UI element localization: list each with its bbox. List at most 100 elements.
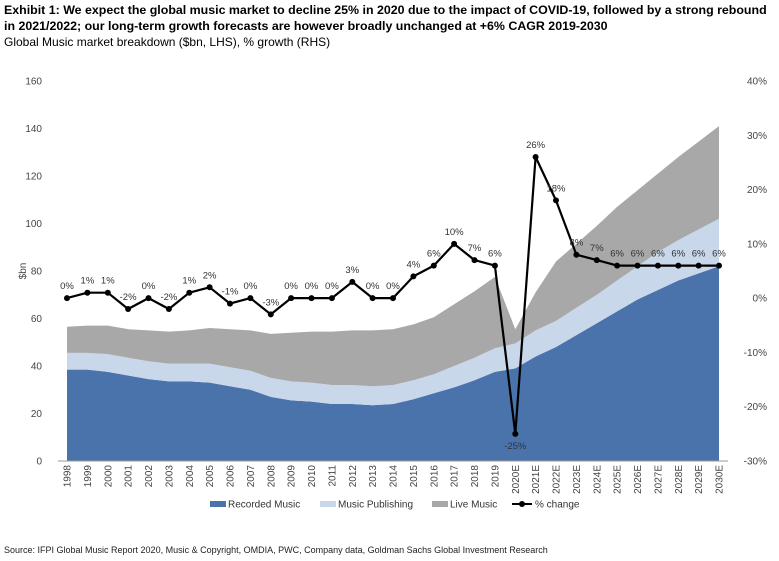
percent-change-point [695,262,702,269]
percent-change-point [308,295,315,302]
x-tick-label: 2017 [450,465,461,488]
x-tick-label: 2022E [552,465,563,494]
legend-marker-change [519,501,525,507]
percent-change-label: 0% [325,281,339,292]
x-tick-label: 2002 [144,465,155,488]
x-tick-label: 2024E [592,465,603,494]
y2-tick-label: 20% [747,185,767,196]
percent-change-label: 7% [468,243,482,254]
legend-label-recorded-music: Recorded Music [228,500,300,511]
percent-change-label: 0% [386,281,400,292]
percent-change-label: 6% [671,249,685,260]
y-axis-label: $bn [18,263,29,280]
percent-change-label: 0% [142,281,156,292]
percent-change-point [369,295,376,302]
percent-change-point [410,273,417,280]
percent-change-point [491,262,498,269]
y-tick-label: 120 [25,172,42,183]
percent-change-label: 0% [284,281,298,292]
area-music-publishing [67,218,719,406]
percent-change-label: 0% [60,281,74,292]
percent-change-point [451,240,458,247]
y2-tick-label: 30% [747,131,767,142]
percent-change-point [532,154,539,160]
percent-change-label: 2% [203,270,217,281]
legend-swatch-music-publishing [320,501,336,507]
y2-tick-label: -10% [744,348,767,359]
percent-change-point [186,289,193,296]
percent-change-label: 1% [81,276,95,287]
stacked-areas [67,126,719,461]
percent-change-label: -2% [160,292,177,303]
percent-change-point [512,430,519,437]
percent-change-label: 6% [427,249,441,260]
percent-change-point [64,295,70,302]
percent-change-label: -2% [120,292,137,303]
y2-tick-label: 0% [753,294,768,305]
area-recorded-music [67,266,719,461]
x-tick-label: 2003 [164,465,175,488]
percent-change-point [145,295,152,302]
percent-change-label: 0% [305,281,319,292]
y-tick-label: 140 [25,124,42,135]
percent-change-point [206,284,213,291]
percent-change-label: -1% [222,287,239,298]
percent-change-label: 6% [692,249,706,260]
legend-label-live-music: Live Music [450,500,497,511]
y2-tick-label: -20% [744,402,767,413]
x-tick-label: 1999 [83,465,94,488]
axes: 0 20 40 60 80 100 120 140 160 -30% -20% -10% 0% 10% 20… [18,77,767,494]
percent-change-line: 0% 1% 1% -2% 0% -2% 1% 2% -1% 0% -3% 0% 0% 0% 3% 0% 0% 4%… [60,140,726,452]
percent-change-point [165,306,172,312]
percent-change-label: 6% [712,249,726,260]
percent-change-point [553,197,559,204]
percent-change-label: -25% [504,441,527,452]
percent-change-label: -3% [262,297,279,308]
percent-change-label: 6% [488,249,502,260]
chart-title: Exhibit 1: We expect the global music ma… [4,3,767,33]
percent-change-label: 0% [366,281,380,292]
y2-tick-label: 40% [747,77,767,88]
percent-change-label: 26% [526,140,546,151]
percent-change-point [104,289,111,296]
x-tick-label: 2004 [185,465,196,488]
percent-change-point [675,262,682,269]
legend-label-music-publishing: Music Publishing [338,500,413,511]
legend: Recorded Music Music Publishing Live Music… [210,500,580,511]
x-tick-label: 2021E [531,465,542,494]
percent-change-point [84,289,91,296]
percent-change-label: 10% [445,227,465,238]
percent-change-point [125,306,132,312]
percent-change-label: 6% [631,249,645,260]
y-tick-label: 20 [31,409,43,420]
percent-change-label: 18% [546,183,566,194]
x-tick-label: 2011 [327,465,338,487]
x-tick-label: 2006 [226,465,237,488]
x-tick-label: 2018 [470,465,481,488]
x-tick-label: 2019 [490,465,501,488]
chart-subtitle: Global Music market breakdown ($bn, LHS)… [4,35,331,49]
x-tick-label: 2000 [103,465,114,488]
percent-change-point [390,295,396,302]
percent-change-label: 6% [610,249,624,260]
percent-change-point [593,257,600,264]
percent-change-point [716,262,722,269]
percent-change-point [267,311,274,318]
percent-change-point [430,262,437,269]
x-tick-label: 2025E [613,465,624,494]
x-tick-label: 2005 [205,465,216,488]
percent-change-label: 7% [590,243,604,254]
percent-change-label: 8% [570,238,584,249]
percent-change-point [288,295,295,302]
percent-change-point [471,257,478,264]
percent-change-point [654,262,661,269]
x-tick-label: 2027E [653,465,664,494]
x-tick-label: 2015 [409,465,420,488]
y-tick-label: 0 [36,457,42,468]
x-tick-label: 2012 [348,465,359,488]
x-tick-label: 2008 [266,465,277,488]
x-tick-label: 2001 [124,465,135,488]
percent-change-point [328,295,335,302]
y-tick-label: 80 [31,267,43,278]
x-tick-label: 2020E [511,465,522,494]
